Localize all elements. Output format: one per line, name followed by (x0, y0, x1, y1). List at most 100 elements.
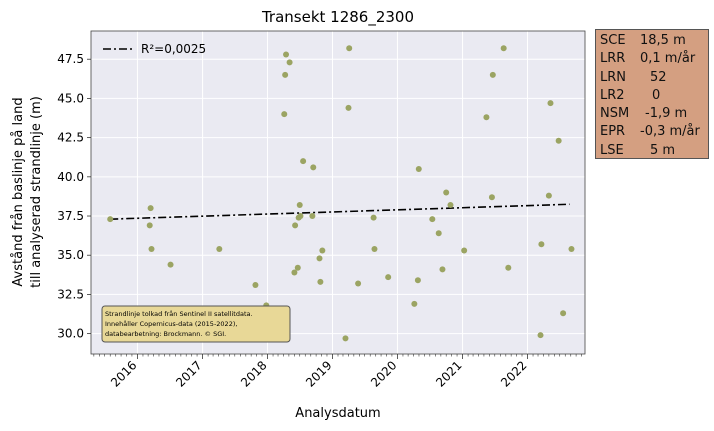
stat-row-sce: SCE 18,5 m (600, 32, 708, 50)
data-point (545, 192, 552, 199)
data-point (385, 274, 392, 281)
data-point (435, 230, 442, 237)
stat-value: 52 (650, 69, 667, 85)
data-point (316, 255, 323, 262)
data-point (345, 104, 352, 111)
data-point (538, 241, 545, 248)
data-point (547, 100, 554, 107)
data-point (443, 189, 450, 196)
x-tick-label: 2017 (173, 358, 204, 389)
stat-value: 0 (652, 87, 661, 103)
data-point (300, 158, 307, 165)
y-tick-label: 45.0 (57, 91, 84, 105)
data-point (414, 277, 421, 284)
stat-row-nsm: NSM -1,9 m (600, 105, 708, 123)
x-tick-label: 2019 (303, 358, 334, 389)
data-point (370, 214, 377, 221)
data-point (317, 278, 324, 285)
data-point (461, 247, 468, 254)
data-point (447, 202, 454, 209)
x-tick-label: 2020 (368, 358, 399, 389)
data-point (500, 45, 507, 52)
stat-row-epr: EPR -0,3 m/år (600, 123, 708, 141)
data-point (555, 137, 562, 144)
grid (91, 31, 585, 354)
stat-row-lrn: LRN 52 (600, 69, 708, 87)
data-point (415, 165, 422, 172)
data-point (286, 59, 293, 66)
y-tick-label: 30.0 (57, 327, 84, 341)
data-point (439, 266, 446, 273)
data-point (283, 51, 290, 58)
y-tick-label: 32.5 (57, 287, 84, 301)
data-point (309, 213, 316, 220)
data-point (560, 310, 567, 317)
stat-row-lse: LSE 5 m (600, 142, 708, 160)
stat-key: SCE (600, 33, 626, 48)
data-point (568, 245, 575, 252)
data-point (292, 222, 299, 229)
y-tick-label: 42.5 (57, 131, 84, 145)
x-tick-label: 2022 (498, 358, 529, 389)
y-tick-label: 35.0 (57, 248, 84, 262)
annotation-line-1: Strandlinje tolkad från Sentinel II sate… (105, 309, 253, 318)
y-tick-label: 47.5 (57, 52, 84, 66)
data-point (146, 222, 153, 229)
data-point (291, 269, 298, 276)
y-tick-label: 40.0 (57, 170, 84, 184)
data-point (107, 216, 114, 223)
data-point (371, 245, 378, 252)
stat-key: EPR (600, 124, 626, 140)
y-axis-label-line-2: till analyserad strandlinje (m) (29, 96, 44, 288)
data-point (147, 205, 154, 212)
data-point (252, 282, 259, 289)
data-point (319, 247, 326, 254)
data-point (216, 245, 223, 252)
data-point (346, 45, 353, 52)
stat-value: -0,3 m/år (640, 124, 700, 140)
annotation-line-3: databearbetning: Brockmann. © SGI. (105, 330, 226, 338)
data-point (294, 264, 301, 271)
stat-value: 0,1 m/år (640, 51, 696, 67)
x-tick-label: 2021 (433, 358, 464, 389)
data-point (489, 71, 496, 78)
stats-box: SCE 18,5 m LRR 0,1 m/år LRN 52 LR2 0 NSM… (595, 29, 709, 159)
plot-area (91, 31, 585, 354)
data-point (411, 300, 418, 307)
data-point (483, 114, 490, 121)
stat-key: NSM (600, 106, 630, 122)
data-point (282, 71, 289, 78)
y-tick-label: 37.5 (57, 209, 84, 223)
x-axis-label: Analysdatum (295, 406, 380, 421)
trend-layer (110, 203, 570, 220)
data-point (310, 164, 317, 171)
legend-label: R²=0,0025 (141, 42, 206, 56)
y-axis-label-line-1: Avstånd från baslinje på land (11, 97, 26, 286)
data-point (281, 111, 288, 118)
stat-value: 18,5 m (640, 33, 686, 48)
data-point (429, 216, 436, 223)
stat-key: LRR (600, 51, 626, 67)
stat-key: LRN (600, 69, 626, 85)
data-point (148, 245, 155, 252)
data-point (342, 335, 349, 342)
stat-key: LSE (600, 142, 624, 158)
data-point (297, 213, 304, 220)
trend-line (110, 203, 570, 220)
stat-value: 5 m (650, 142, 676, 158)
stat-row-lr2: LR2 0 (600, 87, 708, 105)
data-point (355, 280, 362, 287)
stat-value: -1,9 m (645, 106, 688, 122)
data-point (537, 332, 544, 339)
data-points (107, 45, 575, 342)
annotation-box (101, 305, 291, 343)
chart-title: Transekt 1286_2300 (261, 8, 414, 27)
stat-row-lrr: LRR 0,1 m/år (600, 50, 708, 68)
data-point (296, 202, 303, 209)
data-point (488, 194, 495, 201)
data-point (505, 264, 512, 271)
x-tick-label: 2016 (108, 358, 139, 389)
legend: R²=0,0025 (103, 42, 206, 56)
data-point (167, 261, 174, 268)
